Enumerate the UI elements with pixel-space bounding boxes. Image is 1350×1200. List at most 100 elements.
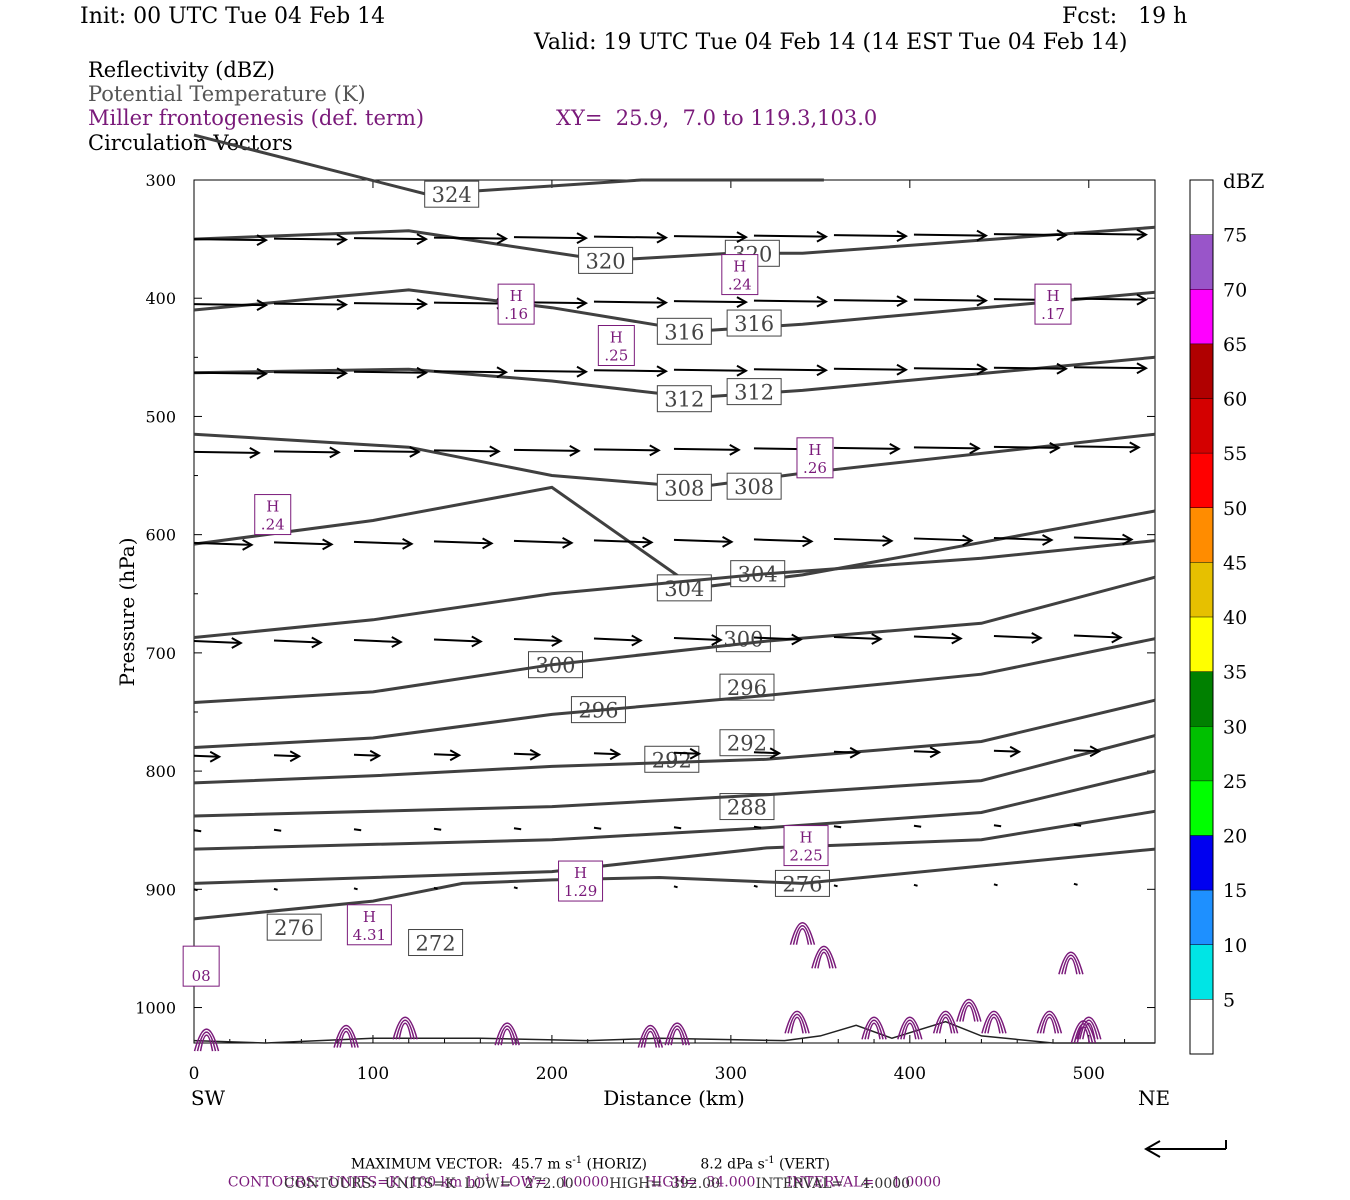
circulation-vector [913,446,979,450]
circulation-vector-head [256,234,269,246]
colorbar-label: 5 [1223,989,1235,1011]
circulation-vector [353,753,380,757]
frontogenesis-contour [199,1034,214,1052]
circulation-vector [593,826,602,830]
circulation-vector-head [322,538,334,551]
circulation-vector [673,826,682,830]
circulation-vector [673,751,700,755]
theta-isentrope [193,575,1156,704]
circulation-vector [193,640,241,645]
colorbar-label: 45 [1223,552,1247,574]
circulation-vector [353,639,401,644]
frontogenesis-max-value: 1.29 [564,882,597,900]
circulation-vector-head [802,535,814,548]
frontogenesis-max-value: 08 [192,967,211,985]
circulation-vector [1073,749,1100,753]
theta-label-box [656,473,712,501]
circulation-vector [833,537,892,542]
circulation-vector [193,450,259,454]
circulation-vector [513,886,518,890]
circulation-vector [273,371,347,375]
circulation-vector [753,825,762,829]
theta-label: 308 [664,476,704,500]
circulation-vector-head [711,634,723,646]
frontogenesis-contour [987,1016,1001,1034]
colorbar-label: 10 [1223,935,1247,957]
circulation-vector [513,369,586,373]
frontogenesis-max-box [796,437,834,479]
legend-frontogenesis: Miller frontogenesis (def. term) [88,106,425,130]
circulation-vector [993,749,1020,753]
frontogenesis-contour [864,1019,884,1040]
x-tick-label: 400 [894,1064,926,1084]
theta-isentrope [193,539,1156,639]
circulation-vector-head [289,750,302,763]
circulation-vector-head [1056,362,1068,375]
circulation-vector [433,753,460,757]
circulation-vector-head [311,636,323,649]
frontogenesis-max-letter: H [808,441,821,459]
circulation-vector-head [769,747,782,760]
frontogenesis-contour [981,1010,1007,1034]
circulation-vector-head [256,367,269,380]
circulation-vector-head [529,748,542,761]
circulation-vector [833,367,906,371]
circulation-vector-head [416,366,429,379]
circulation-vector [433,301,506,305]
frontogenesis-contour [667,1025,687,1046]
colorbar-segment [1190,234,1213,290]
colorbar-label: 40 [1223,607,1247,629]
frontogenesis-max-box [783,825,829,867]
circulation-vector [993,536,1052,541]
frontogenesis-contour [339,1030,353,1048]
contours-fg-exp: -1 [481,1173,491,1184]
circulation-vector [1073,232,1146,236]
circulation-vector-head [736,231,749,243]
theta-label-box [578,246,634,274]
colorbar-segment [1190,562,1213,617]
frontogenesis-max-letter: H [266,498,279,516]
circulation-vector [433,886,438,890]
colorbar-label: 30 [1223,716,1247,738]
frontogenesis-contour [1058,951,1084,975]
circulation-vector [913,367,986,371]
frontogenesis-contour [640,1027,661,1048]
circulation-vector-head [242,539,254,551]
frontogenesis-max-letter: H [510,287,523,305]
circulation-vector [913,750,940,754]
theta-label: 288 [727,796,767,820]
colorbar-segment [1190,726,1213,781]
frontogenesis-contour [398,1022,412,1040]
max-vector-horiz-exp: -1 [572,1155,583,1166]
colorbar-segment [1190,343,1213,399]
circulation-vector [753,368,826,372]
circulation-vector-head [736,364,749,377]
colorbar-segment [1190,289,1213,344]
circulation-vector [833,636,881,641]
colorbar-label: 15 [1223,880,1247,902]
footer-max-vector: MAXIMUM VECTOR: 45.7 m s-1 (HORIZ) 8.2 d… [342,1139,830,1173]
colorbar-segment [1190,180,1213,235]
frontogenesis-contour [789,922,816,945]
y-tick-label: 600 [145,526,176,545]
colorbar-label: 35 [1223,662,1247,684]
circulation-vector [593,752,620,756]
circulation-vector-head [649,444,661,457]
theta-label: 292 [652,748,692,772]
circulation-vector-head [1136,228,1148,241]
circulation-vector-head [336,298,349,311]
circulation-vector [673,235,746,239]
legend-xy: XY= 25.9, 7.0 to 119.3,103.0 [556,106,878,130]
colorbar-segment [1190,890,1213,945]
circulation-vector-head [896,363,909,376]
circulation-vector-head [729,444,741,456]
circulation-vector-head [336,367,349,380]
circulation-vector-head [896,295,909,308]
frontogenesis-max-value: .16 [504,305,528,323]
theta-label-box [726,309,782,337]
colorbar-label: 25 [1223,771,1247,793]
x-tick-label: 300 [715,1064,747,1084]
theta-isentrope [193,847,1156,921]
circulation-vector-head [976,229,989,242]
circulation-vector [593,300,666,304]
